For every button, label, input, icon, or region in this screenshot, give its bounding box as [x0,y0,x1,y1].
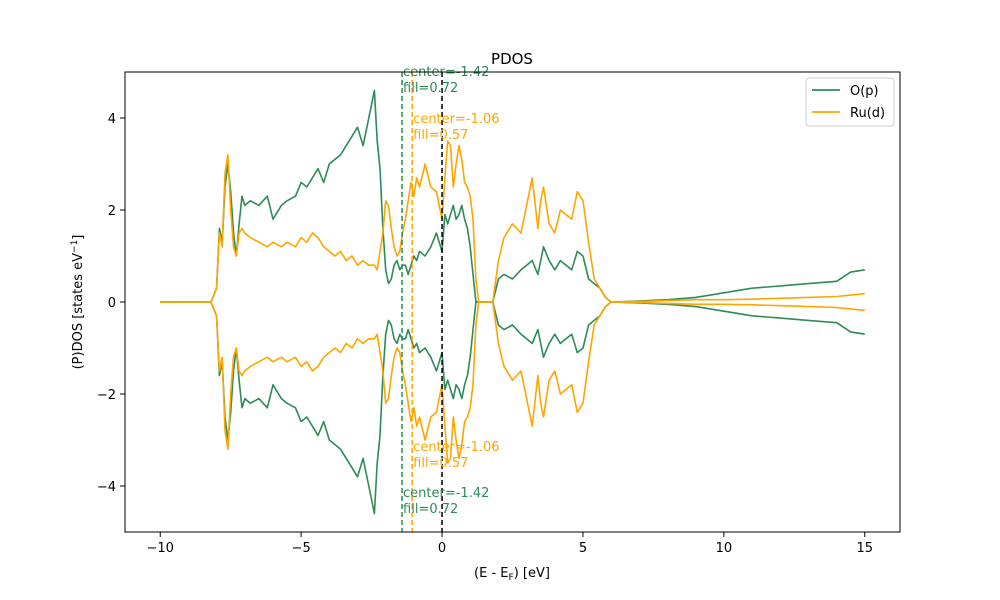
annotation-ru-d-down-center: center=-1.06 [413,440,499,455]
y-tick-label: 0 [108,296,116,311]
series-line-ru-d-spin-up [160,140,865,303]
x-tick-label: 10 [716,541,733,556]
y-axis-label: (P)DOS [states eV−1] [70,235,86,370]
x-axis-label-tail: ) [eV] [514,566,550,581]
legend-label-o-p: O(p) [850,84,879,99]
annotation-o-p-up-fill: fill=0.72 [403,81,458,96]
y-axis-label-tail: ] [71,235,86,240]
series-line-ru-d-spin-down [160,301,865,464]
x-tick-label: 5 [579,541,587,556]
annotation-ru-d-up-fill: fill=0.57 [413,128,468,143]
annotation-o-p-down-center: center=-1.42 [403,486,489,501]
y-tick-label: −4 [97,480,116,495]
x-axis-label: (E - EF) [eV] [474,566,550,583]
y-axis-label-main: (P)DOS [states eV [71,253,86,370]
y-tick-label: 2 [108,204,116,219]
y-tick-label: −2 [97,388,116,403]
legend: O(p) Ru(d) [805,77,895,127]
x-axis-label-sub: F [509,573,514,583]
vline-layer [401,72,443,532]
annotation-ru-d-up-center: center=-1.06 [413,112,499,127]
chart-title: PDOS [491,50,533,68]
x-axis-label-main: (E - E [474,566,508,581]
annotation-o-p-down-fill: fill=0.72 [403,502,458,517]
annotation-layer: center=-1.42fill=0.72center=-1.42fill=0.… [403,65,500,517]
y-axis-label-sup: −1 [70,240,80,253]
annotation-ru-d-down-fill: fill=0.57 [413,456,468,471]
x-axis-ticks: −10 −5 0 5 10 15 [147,532,873,556]
x-tick-label: −5 [292,541,311,556]
legend-label-ru-d: Ru(d) [850,106,885,121]
y-tick-label: 4 [108,112,116,127]
x-tick-label: −10 [147,541,174,556]
y-axis-ticks: −4 −2 0 2 4 [97,112,125,495]
x-tick-label: 15 [856,541,873,556]
series-line-o-p-spin-down [160,301,865,515]
plot-frame [124,71,901,533]
x-tick-label: 0 [438,541,446,556]
series-line-o-p-spin-up [160,89,865,303]
series-layer [160,89,865,515]
